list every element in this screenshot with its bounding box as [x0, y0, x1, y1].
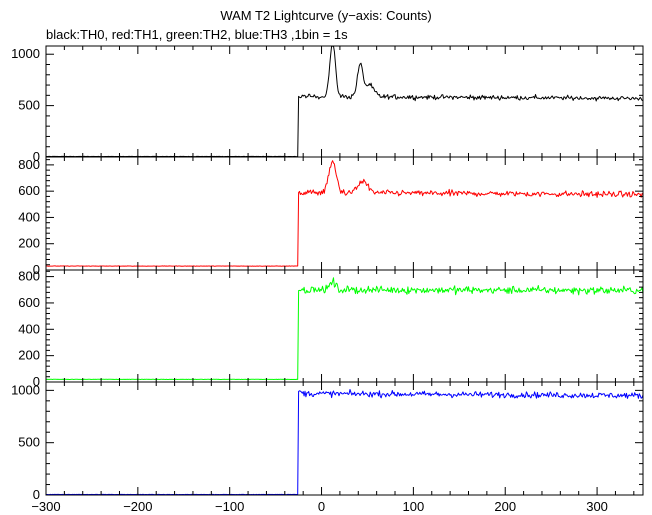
- chart-title: WAM T2 Lightcurve (y−axis: Counts): [220, 8, 432, 23]
- chart-subtitle: black:TH0, red:TH1, green:TH2, blue:TH3 …: [46, 27, 348, 42]
- y-tick-label: 1000: [11, 46, 40, 61]
- x-tick-label: 300: [586, 499, 608, 514]
- series-line-th2: [45, 277, 644, 380]
- series-line-th1: [46, 160, 644, 267]
- y-tick-label: 0: [33, 374, 40, 389]
- y-tick-label: 0: [33, 149, 40, 164]
- y-tick-label: 500: [18, 435, 40, 450]
- x-tick-label: −200: [123, 499, 152, 514]
- panel-frame-th0: [45, 45, 644, 158]
- y-tick-label: 0: [33, 487, 40, 502]
- y-tick-label: 800: [18, 269, 40, 284]
- y-tick-label: 400: [18, 209, 40, 224]
- panel-frame-th3: [45, 381, 644, 496]
- y-tick-label: 800: [18, 157, 40, 172]
- panel-frame-th1: [45, 156, 644, 271]
- panel-frame-th2: [45, 269, 644, 383]
- y-tick-label: 400: [18, 321, 40, 336]
- x-tick-label: −300: [31, 499, 60, 514]
- y-tick-label: 500: [18, 98, 40, 113]
- x-tick-label: 200: [494, 499, 516, 514]
- y-tick-label: 1000: [11, 382, 40, 397]
- x-tick-label: 100: [403, 499, 425, 514]
- y-tick-label: 0: [33, 262, 40, 277]
- y-tick-label: 600: [18, 183, 40, 198]
- series-line-th0: [46, 45, 644, 158]
- y-tick-label: 200: [18, 348, 40, 363]
- y-tick-label: 600: [18, 295, 40, 310]
- y-tick-label: 200: [18, 236, 40, 251]
- x-tick-label: 0: [318, 499, 325, 514]
- series-line-th3: [46, 389, 644, 496]
- x-tick-label: −100: [215, 499, 244, 514]
